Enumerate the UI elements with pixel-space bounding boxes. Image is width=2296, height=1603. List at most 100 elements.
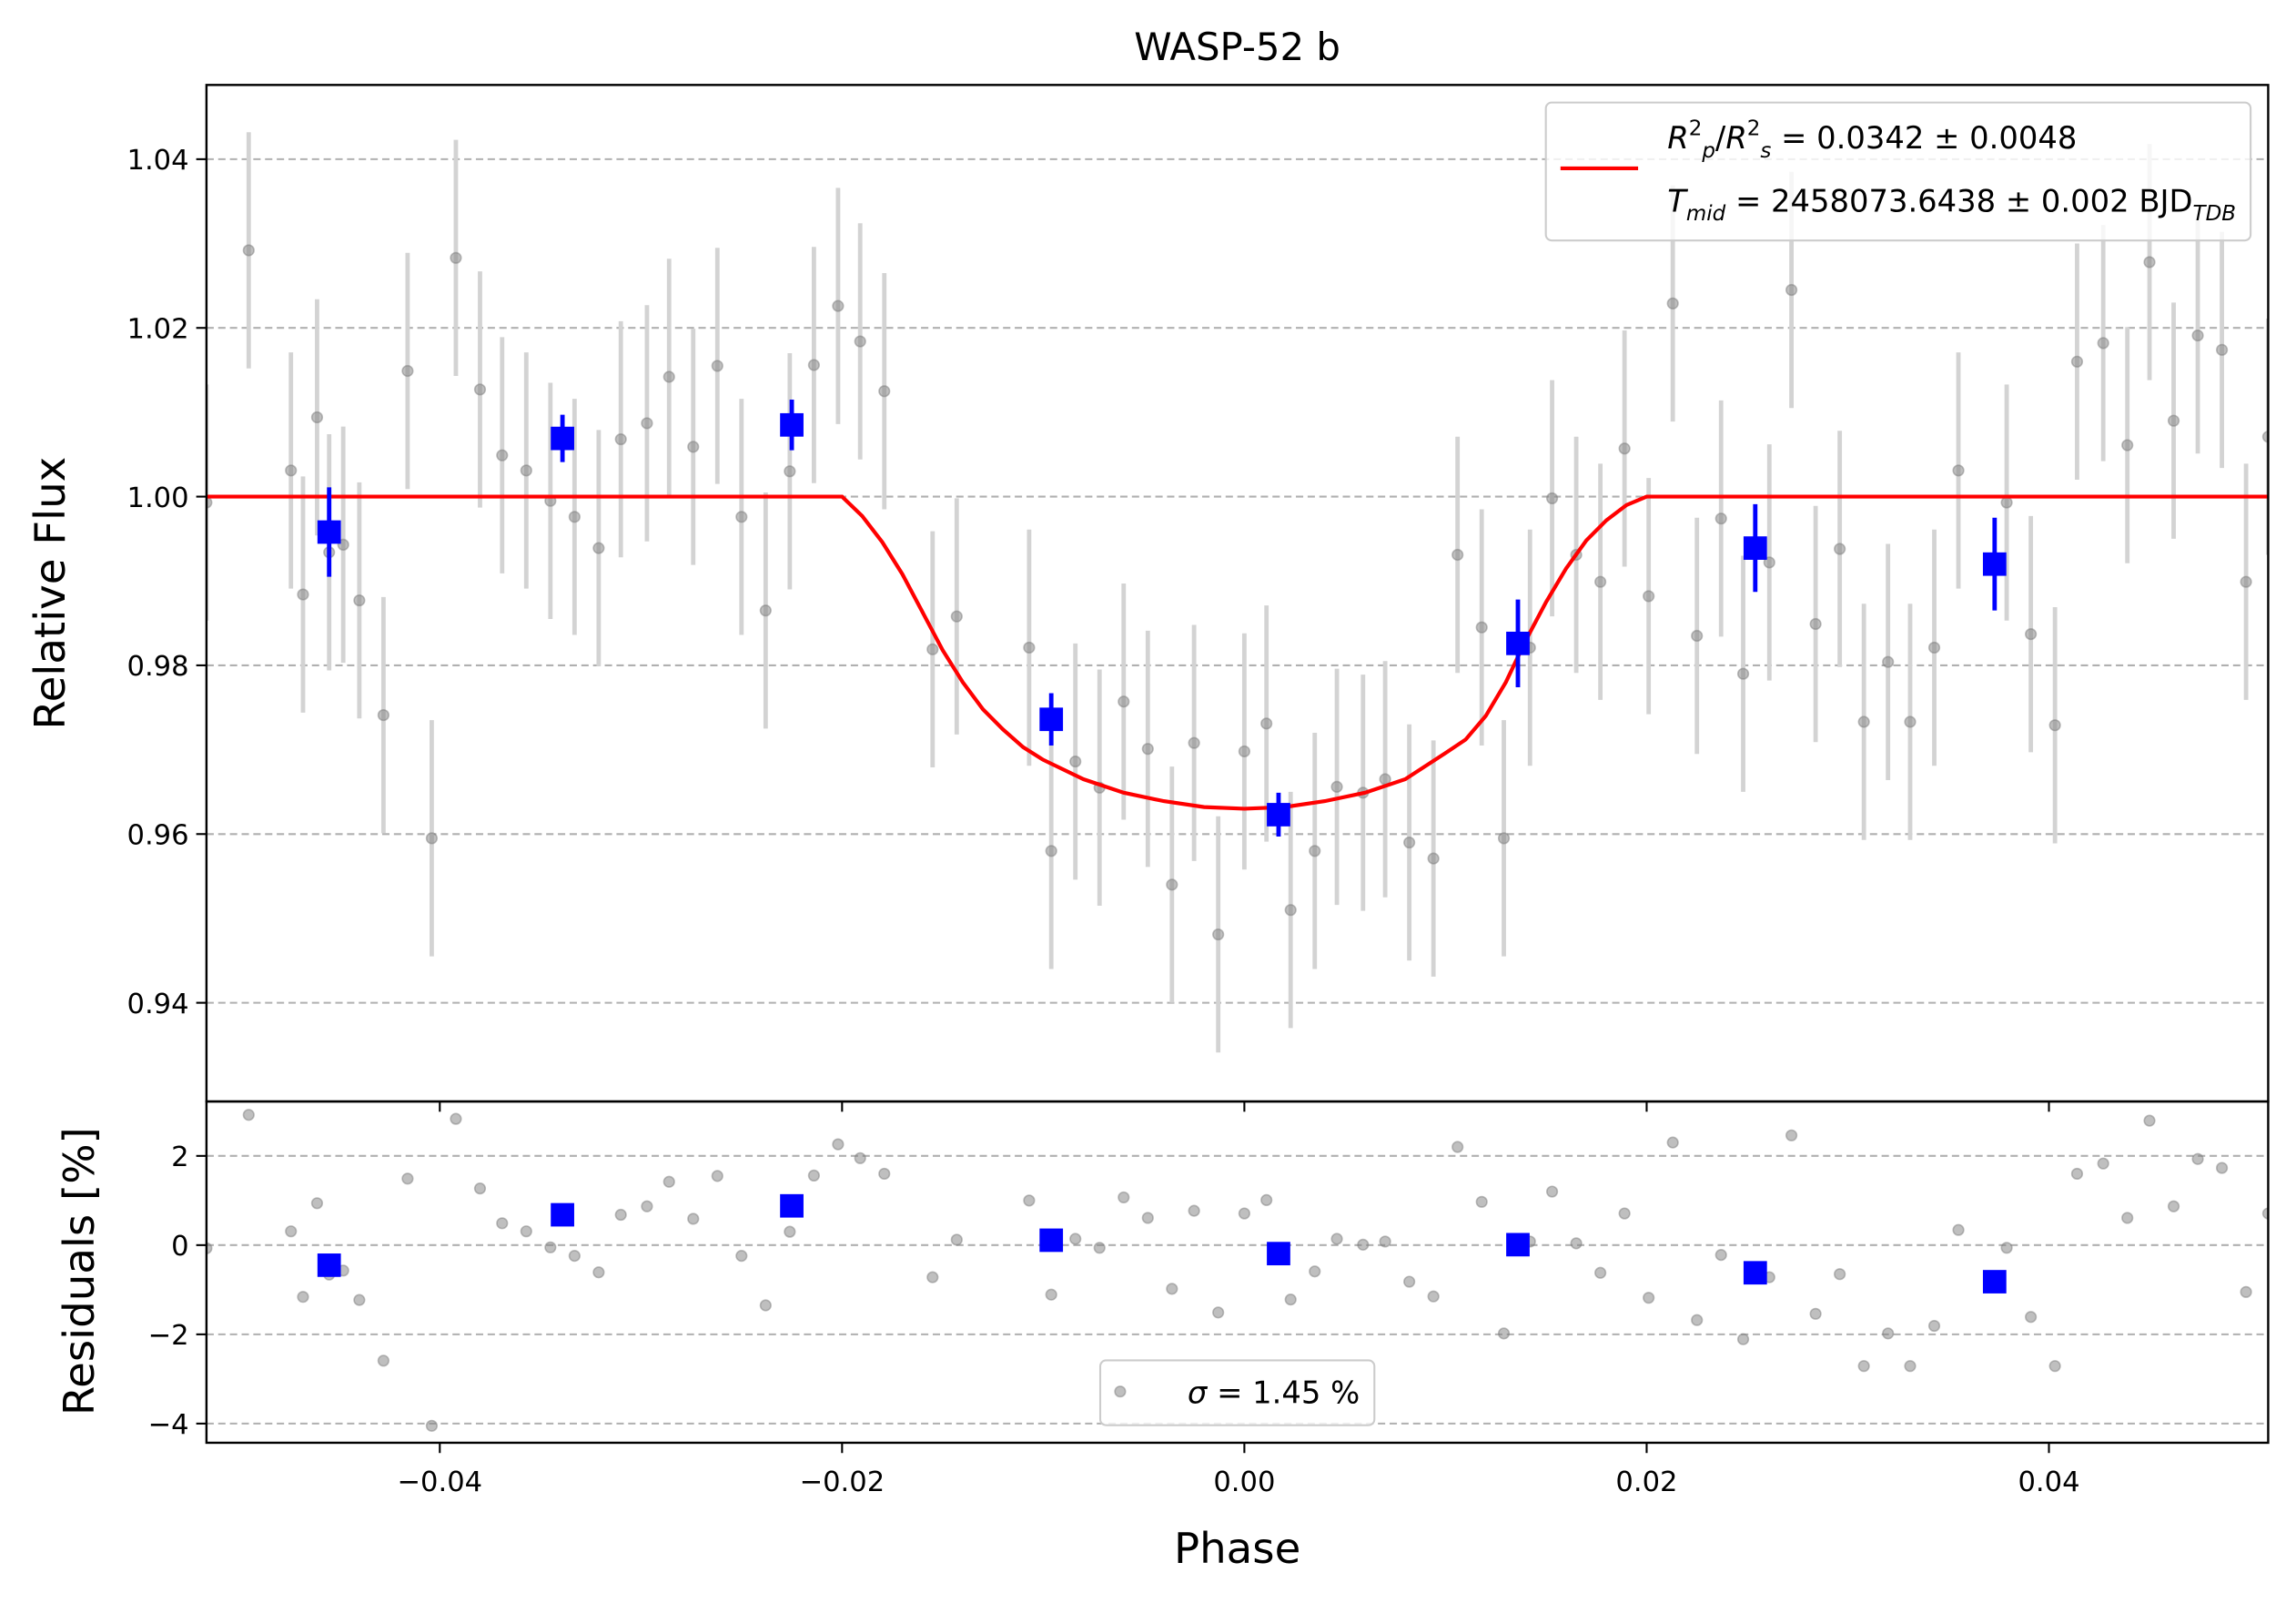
data-point	[1093, 1242, 1106, 1254]
data-point	[1736, 1333, 1750, 1345]
data-point	[1666, 1136, 1679, 1149]
data-point	[1260, 717, 1273, 730]
data-point	[1927, 1319, 1941, 1333]
legend-label-part: mid	[1686, 202, 1726, 226]
data-point	[592, 542, 605, 554]
data-point	[520, 1225, 532, 1238]
data-point	[2048, 1360, 2061, 1373]
data-point	[1618, 442, 1631, 455]
data-point	[1594, 575, 1607, 588]
data-point	[1141, 743, 1154, 756]
data-point	[926, 1271, 939, 1283]
data-point	[401, 364, 414, 378]
plot-area	[206, 1109, 2269, 1432]
legend-label: Tmid = 2458073.6438 ± 0.002 BJDTDB	[1667, 183, 2236, 226]
chart-title: WASP-52 b	[1134, 25, 1340, 69]
legend-label-part: = 2458073.6438 ± 0.002 BJD	[1725, 183, 2192, 218]
binned-point	[1267, 1242, 1290, 1266]
binned-point	[1743, 1261, 1767, 1285]
legend-label-part: = 0.0342 ± 0.0048	[1771, 120, 2077, 156]
legend-box	[1544, 101, 2252, 242]
legend-label-part: 2	[1747, 117, 1761, 141]
legend-label-part: /	[1715, 120, 1726, 156]
data-point	[592, 1266, 605, 1279]
data-point	[1118, 695, 1130, 708]
data-point	[2191, 1152, 2204, 1165]
data-point	[735, 511, 748, 523]
data-point	[496, 449, 509, 462]
data-point	[1166, 1283, 1178, 1295]
data-point	[878, 1167, 891, 1181]
data-point	[2025, 1311, 2038, 1324]
data-point	[2048, 719, 2061, 732]
data-point	[1141, 1212, 1154, 1224]
data-point	[520, 464, 532, 477]
data-point	[1403, 836, 1416, 849]
data-point	[1069, 1233, 1082, 1245]
data-point	[1594, 1266, 1607, 1279]
data-point	[1188, 1204, 1200, 1217]
data-point	[1069, 755, 1082, 768]
data-point	[1904, 715, 1917, 728]
data-point	[2000, 1242, 2013, 1254]
data-point	[1451, 1141, 1464, 1153]
data-point	[1785, 283, 1798, 297]
data-point	[1284, 904, 1297, 917]
legend-label-part: T	[1667, 183, 1688, 218]
data-point	[1952, 1223, 1965, 1236]
data-point	[568, 511, 581, 523]
data-point	[1238, 1207, 1250, 1220]
data-point	[1904, 1360, 1917, 1373]
data-point	[1643, 1292, 1655, 1304]
data-point	[1330, 780, 1343, 793]
data-point	[1475, 621, 1488, 634]
data-point	[854, 1152, 866, 1164]
data-point	[1857, 1360, 1870, 1373]
binned-point	[317, 1253, 341, 1277]
binned-point	[1267, 803, 1290, 827]
data-point	[711, 1170, 723, 1182]
data-point	[1260, 1193, 1273, 1206]
data-point	[1212, 928, 1225, 941]
data-point	[950, 610, 963, 623]
data-point	[1952, 464, 1965, 477]
data-point	[807, 1169, 820, 1182]
y-tick-label: 1.02	[127, 313, 189, 345]
data-point	[206, 496, 213, 509]
legend-label-part: R	[1667, 120, 1688, 156]
data-point	[1809, 1307, 1822, 1320]
legend: σ = 1.45 %	[1098, 1359, 1376, 1426]
x-tick-label: 0.00	[1213, 1466, 1275, 1498]
data-point	[2215, 1162, 2229, 1174]
binned-point	[780, 1193, 804, 1218]
data-point	[1714, 512, 1727, 525]
data-point	[926, 643, 939, 655]
data-point	[1238, 745, 1250, 758]
x-tick-label: 0.04	[2018, 1466, 2079, 1498]
x-tick-label: 0.02	[1615, 1466, 1677, 1498]
data-point	[1427, 1290, 1440, 1303]
data-point	[1309, 845, 1321, 857]
data-point	[297, 588, 309, 601]
y-tick-label: 2	[171, 1141, 188, 1173]
legend-label-part: p	[1701, 139, 1715, 163]
plot-area	[206, 132, 2269, 1053]
legend-label-part: s	[1760, 139, 1771, 163]
data-point	[2167, 414, 2180, 427]
data-point	[285, 464, 298, 477]
y-tick-label: 0	[171, 1231, 188, 1263]
x-tick-label: −0.04	[397, 1466, 482, 1498]
y-axis-label: Residuals [%]	[56, 1127, 105, 1415]
binned-point	[1982, 552, 2007, 576]
data-point	[2261, 431, 2269, 443]
data-point	[473, 383, 487, 396]
data-point	[614, 1208, 627, 1222]
data-point	[1497, 1327, 1511, 1340]
data-point	[1691, 1314, 1704, 1326]
data-point	[2000, 496, 2013, 509]
data-point	[1714, 1249, 1727, 1262]
data-point	[1188, 736, 1200, 749]
data-point	[496, 1217, 509, 1230]
data-point	[1357, 1238, 1370, 1251]
